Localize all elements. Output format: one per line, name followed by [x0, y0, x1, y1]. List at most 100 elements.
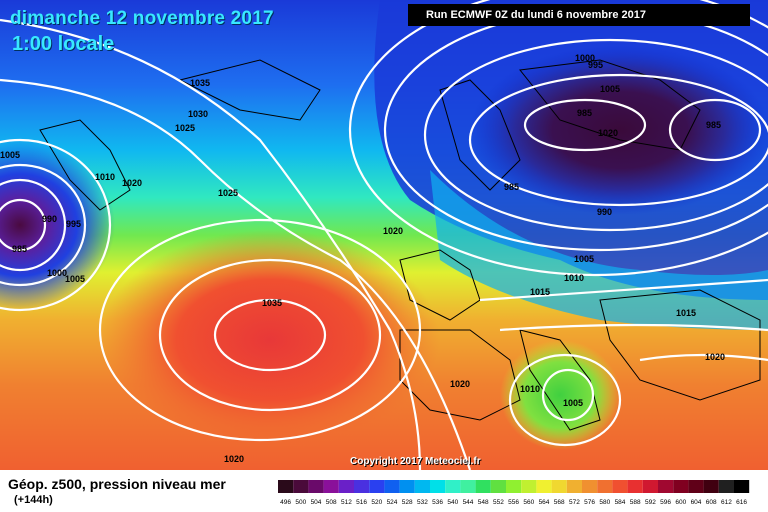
isobar-label: 1005 [574, 254, 594, 264]
isobar-label: 1010 [564, 273, 584, 283]
isobar-label: 1010 [95, 172, 115, 182]
isobar-label: 990 [597, 207, 612, 217]
isobar-label: 1035 [190, 78, 210, 88]
isobar-label: 995 [588, 60, 603, 70]
colorbar-tick-label: 540 [447, 499, 458, 506]
colorbar-swatch [551, 480, 567, 493]
jet-shading [430, 170, 768, 330]
colorbar-swatch [597, 480, 613, 493]
isobars [0, 0, 768, 470]
colorbar-swatch [658, 480, 674, 493]
isobar-label: 1020 [122, 178, 142, 188]
colorbar-swatch [582, 480, 598, 493]
isobar-label: 1025 [218, 188, 238, 198]
colorbar-tick-label: 520 [371, 499, 382, 506]
colorbar-swatch [536, 480, 552, 493]
isobar-label: 1020 [598, 128, 618, 138]
colorbar-tick-label: 600 [675, 499, 686, 506]
local-time: 1:00 locale [12, 33, 115, 55]
colorbar-tick-label: 568 [554, 499, 565, 506]
isobar-label: 1000 [47, 268, 67, 278]
colorbar-swatch [293, 480, 309, 493]
legend-footer: Géop. z500, pression niveau mer (+144h) … [0, 470, 768, 512]
atlantic-low-shading [0, 140, 115, 310]
colorbar-tick-label: 576 [584, 499, 595, 506]
colorbar-tick-label: 512 [341, 499, 352, 506]
copyright: Copyright 2017 Meteociel.fr [350, 456, 481, 467]
colorbar-tick-label: 532 [417, 499, 428, 506]
colorbar-swatch [369, 480, 385, 493]
isobar-labels: 1035 1030 1025 1005 1010 1020 1025 985 9… [0, 53, 725, 464]
colorbar-tick-label: 564 [539, 499, 550, 506]
colorbar-swatch [673, 480, 689, 493]
isobar-label: 1025 [175, 123, 195, 133]
colorbar-tick-label: 516 [356, 499, 367, 506]
isobar-label: 1005 [600, 84, 620, 94]
colorbar-tick-label: 496 [280, 499, 291, 506]
legend-subtitle: (+144h) [14, 494, 53, 506]
colorbar-swatch [688, 480, 704, 493]
colorbar-swatch [399, 480, 415, 493]
colorbar-swatch [506, 480, 522, 493]
colorbar-swatch [718, 480, 734, 493]
colorbar-tick-label: 528 [402, 499, 413, 506]
isobar-label: 1020 [450, 379, 470, 389]
isobar-label: 1000 [575, 53, 595, 63]
isobar-label: 1020 [383, 226, 403, 236]
isobar-label: 990 [42, 214, 57, 224]
colorbar-tick-label: 524 [387, 499, 398, 506]
colorbar-swatch [323, 480, 339, 493]
colorbar-swatch [490, 480, 506, 493]
colorbar-swatch [612, 480, 628, 493]
colorbar-tick-label: 616 [736, 499, 747, 506]
colorbar-tick-label: 560 [523, 499, 534, 506]
scandinavia-low-shading [470, 45, 768, 215]
isobar-label: 1015 [676, 308, 696, 318]
isobar-label: 1015 [530, 287, 550, 297]
colorbar-swatch [521, 480, 537, 493]
colorbar-swatch [414, 480, 430, 493]
colorbar-tick-label: 508 [326, 499, 337, 506]
valid-date: dimanche 12 novembre 2017 [10, 8, 274, 29]
coastlines [39, 59, 761, 431]
colorbar-tick-label: 552 [493, 499, 504, 506]
colorbar-swatch [430, 480, 446, 493]
colorbar-swatch [445, 480, 461, 493]
colorbar-tick-label: 596 [660, 499, 671, 506]
colorbar-tick-label: 580 [599, 499, 610, 506]
isobar-label: 1010 [520, 384, 540, 394]
isobar-label: 1020 [224, 454, 244, 464]
colorbar-swatch [460, 480, 476, 493]
colorbar-swatch [354, 480, 370, 493]
colorbar-swatch [734, 480, 750, 493]
colorbar-swatch [278, 480, 294, 493]
colorbar-swatch [642, 480, 658, 493]
isobar-label: 1005 [0, 150, 20, 160]
colorbar-swatch [627, 480, 643, 493]
colorbar-tick-label: 500 [295, 499, 306, 506]
isobar-label: 985 [12, 244, 27, 254]
colorbar-swatch [384, 480, 400, 493]
weather-map: 1035 1030 1025 1005 1010 1020 1025 985 9… [0, 0, 768, 470]
isobar-label: 995 [66, 219, 81, 229]
isobar-label: 1020 [705, 352, 725, 362]
model-run-info: Run ECMWF 0Z du lundi 6 novembre 2017 [408, 4, 750, 26]
colorbar-tick-label: 572 [569, 499, 580, 506]
atlantic-high-shading [100, 230, 440, 450]
colorbar-tick-label: 588 [630, 499, 641, 506]
colorbar-swatch [475, 480, 491, 493]
colorbar-swatch [566, 480, 582, 493]
isobar-label: 985 [577, 108, 592, 118]
colorbar-tick-label: 556 [508, 499, 519, 506]
colorbar-swatch [308, 480, 324, 493]
isobar-label: 985 [706, 120, 721, 130]
isobar-label: 985 [504, 182, 519, 192]
isobar-label: 1030 [188, 109, 208, 119]
isobar-label: 1005 [563, 398, 583, 408]
colorbar-tick-label: 604 [691, 499, 702, 506]
colorbar-tick-label: 504 [311, 499, 322, 506]
isobar-label: 1005 [65, 274, 85, 284]
colorbar-tick-label: 612 [721, 499, 732, 506]
colorbar-tick-label: 536 [432, 499, 443, 506]
legend-title: Géop. z500, pression niveau mer [8, 476, 226, 492]
